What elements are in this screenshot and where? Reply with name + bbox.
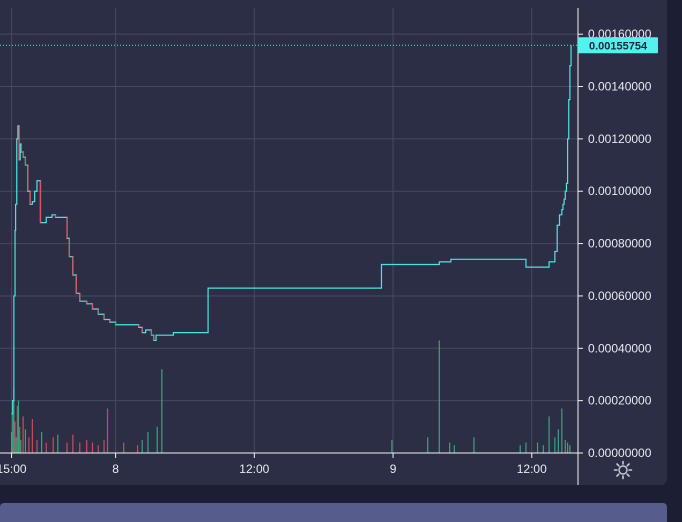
volume-bar [14, 421, 16, 453]
volume-bar [17, 400, 20, 453]
volume-bar [86, 439, 88, 453]
last-price-label: 0.00155754 [589, 40, 648, 52]
volume-bar [123, 442, 125, 453]
volume-bar [161, 369, 163, 453]
price-chart[interactable]: 0.001600000.001400000.001200000.00100000… [0, 0, 667, 485]
volume-bar [519, 445, 521, 453]
y-tick-label: 0.00040000 [588, 341, 652, 355]
down-segments [18, 125, 155, 341]
last-price-tag: 0.00155754 [578, 37, 658, 54]
volume-bar [427, 437, 429, 453]
x-tick-label: 8 [112, 462, 119, 476]
volume-bar [72, 434, 74, 453]
volume-bar [28, 437, 30, 453]
volume-bar [453, 445, 455, 453]
y-tick-label: 0.00120000 [588, 132, 652, 146]
gear-icon[interactable] [613, 460, 633, 480]
volume-bar [24, 429, 27, 453]
volume-bar [566, 442, 569, 453]
x-tick-label: 15:00 [0, 462, 27, 476]
last-price-tag-bg [578, 37, 658, 54]
volume-bar [156, 426, 158, 453]
volume-bar [525, 442, 527, 453]
y-tick-label: 0.00080000 [588, 237, 652, 251]
volume-bar [97, 445, 99, 453]
x-tick-label: 9 [390, 462, 397, 476]
y-tick-label: 0.00060000 [588, 289, 652, 303]
volume-bar [41, 432, 43, 453]
volume-bar [66, 442, 68, 453]
volume-bar [561, 408, 563, 453]
volume-bar [45, 442, 47, 453]
volume-bar [52, 437, 54, 453]
volume-bar [536, 442, 539, 453]
volume-bar [542, 445, 544, 453]
bottom-panel[interactable] [0, 503, 667, 522]
y-tick-label: 0.00100000 [588, 184, 652, 198]
volume-bar [564, 439, 566, 453]
grid-lines [0, 8, 578, 453]
volume-bar [57, 434, 59, 453]
volume-bar [15, 437, 17, 453]
volume-bar [16, 405, 18, 453]
x-tick-label: 12:00 [239, 462, 269, 476]
volume-bar [22, 416, 24, 453]
volume-bar [19, 426, 21, 453]
volume-bar [91, 442, 94, 453]
y-tick-label: 0.00020000 [588, 394, 652, 408]
volume-bar [141, 439, 143, 453]
volume-bar [10, 432, 13, 453]
volume-bar [20, 439, 22, 453]
volume-bar [548, 416, 550, 453]
volume-bar [103, 439, 105, 453]
volume-bar [473, 437, 475, 453]
price-line-series [11, 45, 572, 415]
volume-bar [147, 432, 149, 453]
volume-bar [36, 439, 38, 453]
volume-bar [12, 413, 14, 453]
x-tick-label: 12:00 [517, 462, 547, 476]
volume-bar [79, 442, 81, 453]
volume-bar [391, 439, 393, 453]
volume-bar [569, 445, 571, 453]
chart-panel: 0.00160000 0.00140000 0.00120000 0.00100000… [0, 0, 667, 485]
volume-bar [449, 442, 451, 453]
volume-bar [13, 387, 15, 453]
y-tick-label: 0.00000000 [588, 446, 652, 460]
x-axis-ticks: 15:00 8 12:00 9 12:00 [0, 453, 547, 476]
y-axis-ticks: 0.001600000.001400000.001200000.00100000… [578, 27, 652, 460]
y-tick-label: 0.00140000 [588, 80, 652, 94]
volume-bar [31, 418, 33, 453]
volume-bar [106, 408, 109, 453]
volume-bar [554, 437, 556, 453]
volume-bars [10, 340, 571, 453]
volume-bar [438, 340, 440, 453]
volume-bar [136, 445, 139, 453]
volume-bar [557, 429, 559, 453]
